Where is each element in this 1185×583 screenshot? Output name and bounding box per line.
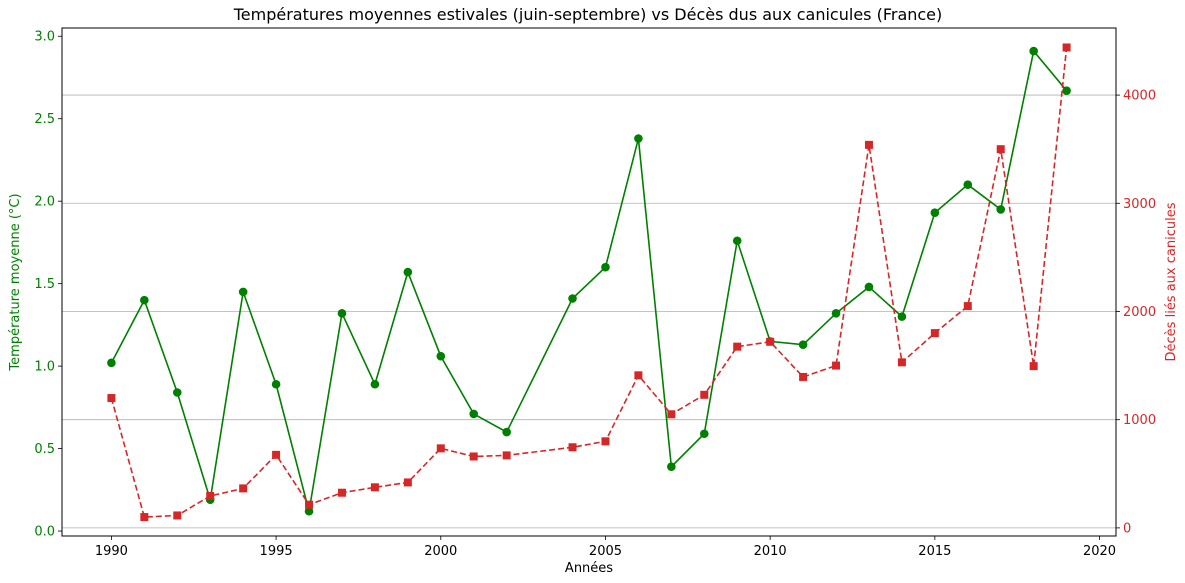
x-axis: 1990 1995 2000 2005 2010 2015 2020 [95,536,1116,559]
data-point-left [831,309,841,318]
data-point-right [337,488,346,497]
x-tick-label: 2010 [754,544,787,559]
data-point-left [469,409,479,419]
x-tick-label: 1995 [260,544,293,559]
data-point-right [1062,43,1071,52]
data-point-right [700,390,709,399]
data-point-left [502,427,511,437]
data-point-right [305,500,314,509]
data-point-right [864,140,873,149]
data-point-left [798,340,808,349]
data-point-left [930,208,940,218]
data-point-left [568,294,577,303]
data-point-right [930,329,939,338]
data-point-right [1029,362,1038,371]
data-point-left [436,351,446,361]
y-left-tick-label: 0.0 [34,525,55,540]
data-point-right [272,450,281,459]
data-point-left [963,180,973,189]
x-tick-label: 2020 [1083,544,1116,559]
data-point-right [206,491,215,500]
data-point-left [634,134,643,143]
series-layer [107,43,1071,522]
y-left-tick-label: 3.0 [34,30,55,45]
data-point-left [403,267,413,277]
data-point-right [963,302,972,311]
data-point-left [107,358,116,368]
data-point-right [403,478,412,487]
x-tick-label: 2015 [918,544,951,559]
y-right-tick-label: 0 [1123,521,1131,536]
series-line-left [110,49,1068,512]
data-point-right [766,337,775,346]
y-axis-right: 0 1000 2000 3000 4000 [1116,89,1156,536]
y-left-tick-label: 1.0 [34,360,55,375]
data-point-left [732,236,742,246]
y-left-tick-label: 1.5 [34,277,55,292]
x-tick-label: 2005 [589,544,622,559]
x-axis-title: Années [565,561,613,576]
x-tick-label: 2000 [424,544,457,559]
data-point-left [238,287,248,297]
data-point-right [239,484,248,493]
y-axis-left: 0.0 0.5 1.0 1.5 2.0 2.5 3.0 [34,30,62,540]
y-right-tick-label: 1000 [1123,413,1156,428]
data-point-right [436,444,445,453]
data-point-left [667,462,676,472]
data-point-left [897,312,907,321]
y-left-tick-label: 0.5 [34,442,55,457]
data-point-left [601,262,610,272]
data-point-right [173,511,182,520]
data-point-left [172,388,182,397]
data-point-left [1062,86,1071,95]
data-point-right [733,342,742,351]
data-point-right [469,452,478,461]
y-right-tick-label: 4000 [1123,89,1156,104]
data-point-left [304,506,314,516]
grid-lines [62,94,1116,529]
data-point-right [799,372,808,381]
data-point-right [370,483,379,492]
data-point-left [271,379,281,389]
y-axis-right-title: Décès liés aux canicules [1164,202,1179,361]
series-right [107,43,1071,522]
data-point-right [667,410,676,419]
data-point-right [140,513,149,522]
y-left-tick-label: 2.5 [34,112,55,127]
data-point-left [864,282,874,292]
data-point-left [337,309,347,318]
data-point-right [897,358,906,367]
plot-frame [61,27,1117,537]
data-point-right [832,361,841,370]
data-point-left [1029,46,1038,56]
data-point-right [996,145,1005,154]
data-point-left [140,295,149,305]
y-right-tick-label: 3000 [1123,197,1156,212]
y-left-tick-label: 2.0 [34,195,55,210]
data-point-right [568,443,577,452]
y-axis-left-title: Température moyenne (°C) [8,193,23,371]
data-point-left [996,205,1006,214]
data-point-right [502,451,511,460]
x-tick-label: 1990 [95,544,128,559]
data-point-left [370,379,380,389]
data-point-right [107,394,116,403]
data-point-left [699,429,709,439]
series-left [107,46,1071,516]
data-point-right [634,371,643,380]
data-point-right [601,437,610,446]
y-right-tick-label: 2000 [1123,305,1156,320]
chart-title: Températures moyennes estivales (juin-se… [233,5,943,24]
